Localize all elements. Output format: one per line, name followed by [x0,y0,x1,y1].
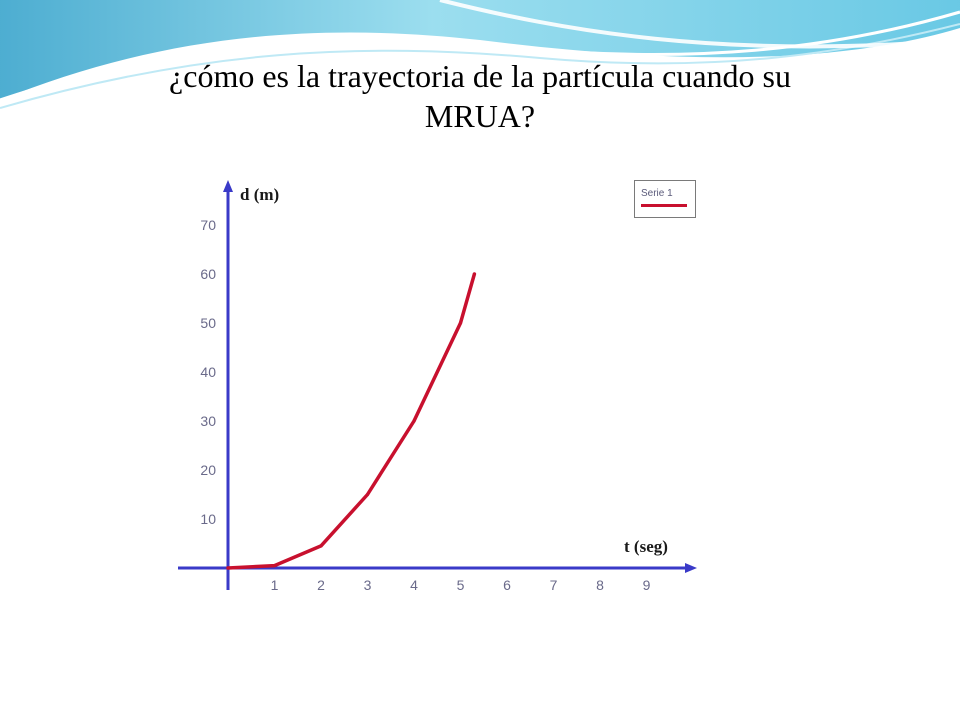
y-axis-title: d (m) [240,185,279,204]
series-point [365,492,370,497]
slide-title-line-1: ¿cómo es la trayectoria de la partícula … [169,58,791,94]
y-tick-label: 10 [200,511,216,527]
series-point [319,544,323,548]
x-tick-label: 9 [643,577,651,593]
y-axis-arrow-icon [223,180,233,192]
x-tick-label: 5 [457,577,465,593]
legend-label: Serie 1 [641,188,673,199]
header-wave [0,0,960,100]
y-tick-label: 30 [200,413,216,429]
x-tick-label: 6 [503,577,511,593]
slide-title: ¿cómo es la trayectoria de la partícula … [60,56,900,136]
slide-title-line-2: MRUA? [424,98,536,134]
series-line [226,272,477,570]
series-point [412,419,416,423]
series-point [272,564,277,568]
legend-swatch [641,204,687,207]
chart-legend: Serie 1 [634,180,696,218]
series-point [226,566,230,570]
distance-time-chart: 10 20 30 40 50 60 70 1 2 3 4 5 6 7 8 9 d (m) t (seg) [178,180,697,593]
x-tick-label: 2 [317,577,325,593]
x-tick-label: 1 [271,577,279,593]
y-tick-label: 60 [200,266,216,282]
chart-panel: 10 20 30 40 50 60 70 1 2 3 4 5 6 7 8 9 d (m) t (seg) Se… [178,178,698,593]
y-tick-label: 50 [200,315,216,331]
y-tick-label: 20 [200,462,216,478]
x-axis-title: t (seg) [624,537,668,556]
y-tick-label: 40 [200,364,216,380]
y-tick-label: 70 [200,217,216,233]
x-tick-label: 8 [596,577,604,593]
x-tick-label: 4 [410,577,418,593]
x-tick-label: 7 [550,577,558,593]
series-point [472,272,476,276]
series-point [458,321,463,325]
x-tick-label: 3 [364,577,372,593]
x-axis-arrow-icon [685,563,697,573]
